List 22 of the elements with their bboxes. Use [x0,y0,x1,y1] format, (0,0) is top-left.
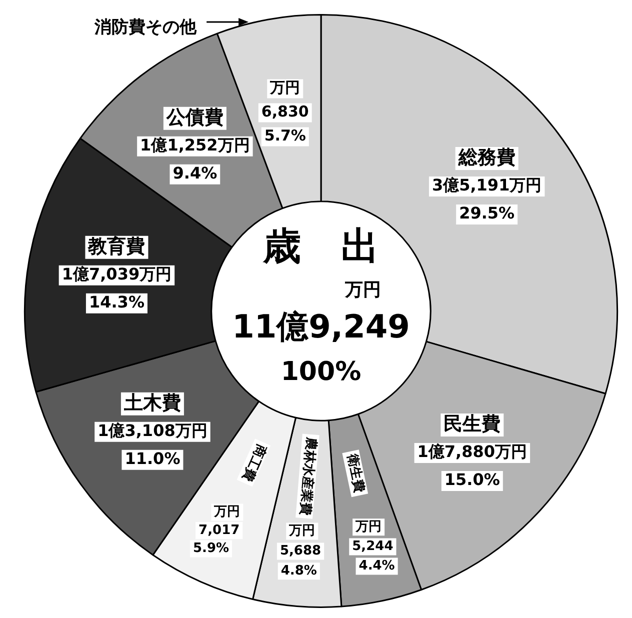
data-label: 1億7,039万円 14.3% [62,264,172,312]
slice-label: 農林水産業費 [296,436,320,516]
slice-label: 商工費 [239,440,270,484]
data-label: 1億7,880万円 15.0% [417,442,528,490]
data-label: 万円 5,244 4.4% [352,520,395,574]
data-label: 3億5,191万円 29.5% [432,176,542,223]
slice-label: 土木費 [122,392,181,414]
slice-label: 民生費 [444,412,501,435]
data-label: 万円 6,830 5.7% [261,78,309,145]
slice-label: 総務費 [457,146,516,168]
slice-label: 衛生費 [344,452,367,494]
data-label: 1億1,252万円 9.4% [140,136,250,182]
text: 100% [280,356,362,387]
slice-label: 公債費 [165,106,224,128]
data-label: 1億3,108万円 11.0% [98,420,208,468]
slice-label: 教育費 [87,235,146,258]
text: 万円 [344,280,381,301]
text: 11億9,249 [232,307,410,346]
text: 歳出 [262,224,419,268]
slice-label: 消防費その他 [94,17,198,38]
data-label: 万円 5,688 4.8% [280,524,322,579]
data-label: 万円 7,017 5.9% [192,504,240,556]
